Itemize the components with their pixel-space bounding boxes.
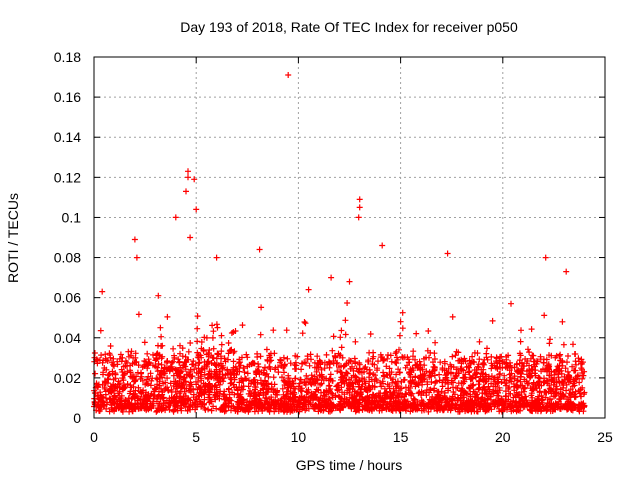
y-tick-label: 0.18	[54, 49, 81, 65]
x-axis-label: GPS time / hours	[296, 457, 403, 473]
axis-ticks: 0 0.02 0.04 0.06 0.08 0.1 0.12 0.14 0.16 0.18 0 5 10…	[54, 49, 613, 445]
plot-frame	[93, 56, 606, 419]
y-tick-label: 0.06	[54, 290, 81, 306]
y-tick-label: 0.1	[62, 209, 82, 225]
y-tick-label: 0.12	[54, 169, 81, 185]
x-tick-label: 20	[495, 429, 511, 445]
roti-point-markers	[91, 72, 588, 415]
x-tick-label: 15	[393, 429, 409, 445]
x-tick-label: 5	[192, 429, 200, 445]
y-tick-label: 0.04	[54, 330, 81, 346]
chart-title: Day 193 of 2018, Rate Of TEC Index for r…	[180, 19, 518, 35]
y-tick-label: 0	[73, 410, 81, 426]
y-tick-label: 0.02	[54, 370, 81, 386]
x-tick-label: 10	[291, 429, 307, 445]
x-tick-label: 0	[90, 429, 98, 445]
y-tick-label: 0.08	[54, 250, 81, 266]
y-axis-label: ROTI / TECUs	[5, 193, 21, 283]
y-tick-label: 0.16	[54, 89, 81, 105]
x-tick-label: 25	[597, 429, 613, 445]
y-tick-label: 0.14	[54, 129, 81, 145]
data-points	[91, 72, 588, 415]
grid-lines	[94, 57, 605, 418]
